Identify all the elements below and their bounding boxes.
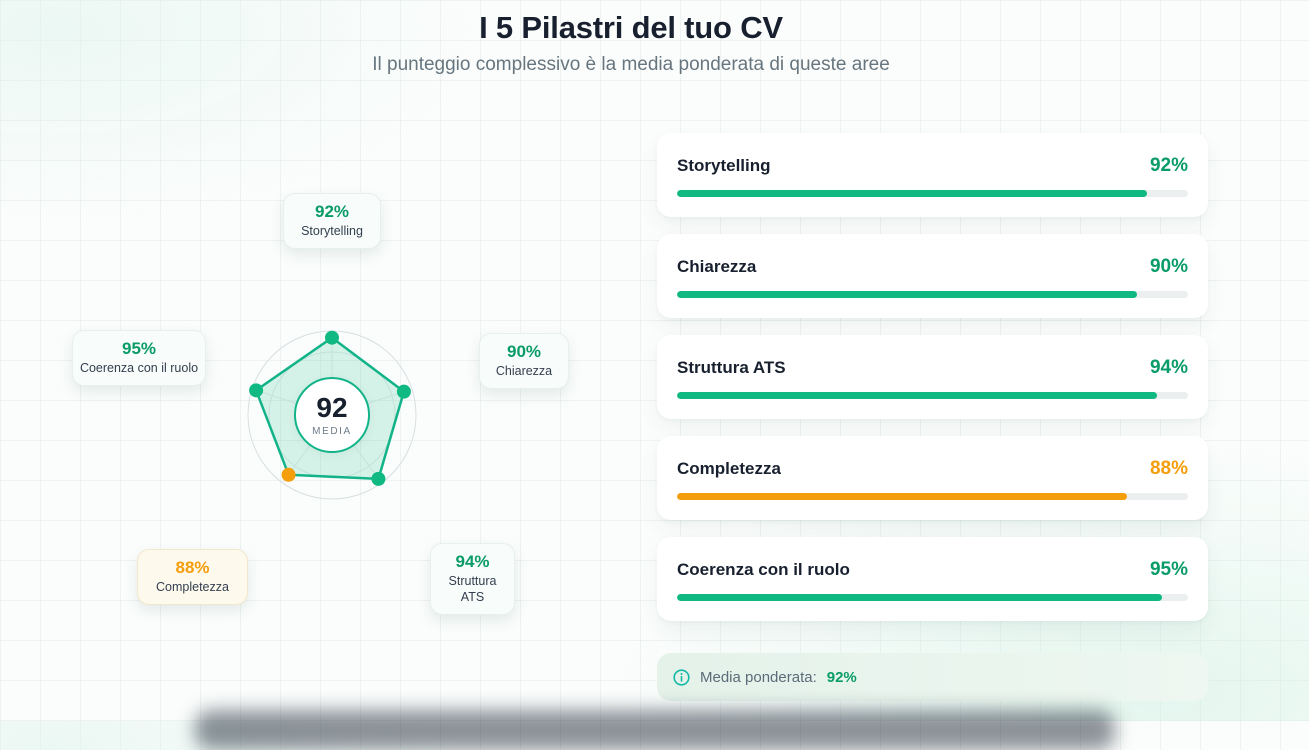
progress-fill xyxy=(677,392,1158,399)
pillar-card: Completezza 88% xyxy=(657,436,1208,520)
radar-label-percent: 88% xyxy=(175,558,210,577)
progress-fill xyxy=(677,190,1148,197)
pillar-label: Storytelling xyxy=(677,156,771,175)
radar-label-card: 88% Completezza xyxy=(137,549,248,606)
pillar-label: Chiarezza xyxy=(677,257,757,276)
progress-fill xyxy=(677,493,1127,500)
radar-label-card: 92% Storytelling xyxy=(283,193,381,250)
radar-label-text: Chiarezza xyxy=(495,364,553,379)
page-subtitle: Il punteggio complessivo è la media pond… xyxy=(372,54,890,75)
progress-fill xyxy=(677,291,1137,298)
pillar-percent: 94% xyxy=(1149,357,1188,378)
radar-label-percent: 92% xyxy=(314,202,350,221)
info-icon[interactable] xyxy=(673,668,690,686)
weighted-average-note: Media ponderata: 92% xyxy=(657,653,1208,701)
radar-label-text: Storytelling xyxy=(301,224,363,239)
radar-label-percent: 90% xyxy=(506,342,542,361)
weighted-average-value: 92% xyxy=(826,668,857,686)
radar-label-card: 94% Struttura ATS xyxy=(430,543,515,615)
next-section-shadow xyxy=(195,710,1115,750)
pillars-section: I 5 Pilastri del tuo CV Il punteggio com… xyxy=(0,0,1262,750)
pillar-card: Struttura ATS 94% xyxy=(657,335,1208,419)
progress-track xyxy=(677,493,1188,500)
radar-label-card: 95% Coerenza con il ruolo xyxy=(72,330,206,387)
radar-label-card: 90% Chiarezza xyxy=(479,333,569,390)
pillar-percent: 90% xyxy=(1149,256,1188,277)
average-score: 92 xyxy=(316,391,348,423)
progress-track xyxy=(677,594,1188,601)
pillar-list: Storytelling 92% Chiarezza 90% Struttura… xyxy=(657,133,1208,638)
radar-label-text: Coerenza con il ruolo xyxy=(79,361,199,376)
progress-fill xyxy=(677,594,1163,601)
pillar-percent: 95% xyxy=(1149,559,1188,580)
pillar-percent: 92% xyxy=(1149,155,1188,176)
section-header: I 5 Pilastri del tuo CV Il punteggio com… xyxy=(0,0,1262,76)
pillar-card: Chiarezza 90% xyxy=(657,234,1208,318)
pillar-card: Coerenza con il ruolo 95% xyxy=(657,537,1208,621)
pillar-label: Struttura ATS xyxy=(677,358,786,377)
weighted-average-label: Media ponderata: xyxy=(700,668,817,686)
radar-center-score: 92 MEDIA xyxy=(294,377,370,453)
radar-label-text: Completezza xyxy=(156,580,229,595)
page-title: I 5 Pilastri del tuo CV xyxy=(479,10,783,45)
radar-label-text: Struttura ATS xyxy=(448,574,497,605)
pillar-card: Storytelling 92% xyxy=(657,133,1208,217)
pillar-label: Completezza xyxy=(677,459,781,478)
pillar-percent: 88% xyxy=(1149,458,1188,479)
average-score-label: MEDIA xyxy=(312,425,352,437)
progress-track xyxy=(677,190,1188,197)
radar-label-percent: 95% xyxy=(121,339,157,358)
progress-track xyxy=(677,392,1188,399)
radar-label-percent: 94% xyxy=(455,552,490,571)
progress-track xyxy=(677,291,1188,298)
pillar-label: Coerenza con il ruolo xyxy=(677,560,850,579)
